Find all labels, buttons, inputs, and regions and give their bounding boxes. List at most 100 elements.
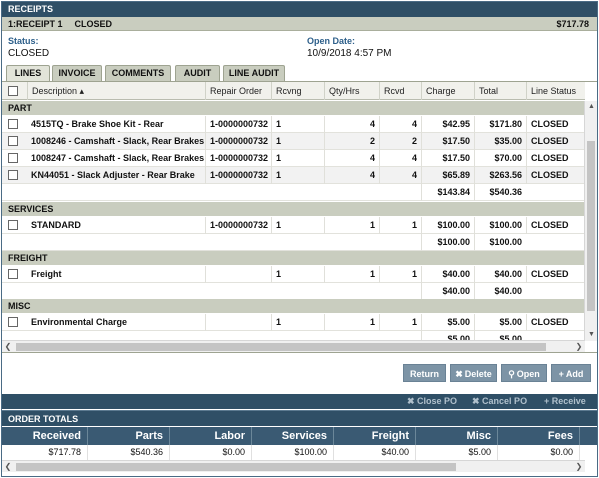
subtotal-total: $540.36 xyxy=(474,184,526,201)
select-all-checkbox[interactable] xyxy=(8,86,18,96)
table-row[interactable]: 1008246 - Camshaft - Slack, Rear Brakes … xyxy=(2,133,585,150)
cell-description: STANDARD xyxy=(31,220,81,230)
cell-line-status: CLOSED xyxy=(526,133,585,150)
scroll-thumb[interactable] xyxy=(587,141,595,311)
group-part: PART xyxy=(2,101,585,115)
cell-description: Freight xyxy=(31,269,62,279)
cell-line-status: CLOSED xyxy=(526,217,585,234)
cell-repair-order: 1-0000000732 xyxy=(205,116,271,133)
cell-total: $35.00 xyxy=(474,133,526,150)
totals-horizontal-scrollbar[interactable]: ❮ ❯ xyxy=(2,460,585,472)
row-checkbox[interactable] xyxy=(8,136,18,146)
table-row[interactable]: 4515TQ - Brake Shoe Kit - Rear 1-0000000… xyxy=(2,116,585,133)
receive-label: Receive xyxy=(551,396,586,406)
receipt-status: CLOSED xyxy=(74,19,113,29)
row-checkbox[interactable] xyxy=(8,153,18,163)
cell-line-status: CLOSED xyxy=(526,167,585,184)
cell-line-status: CLOSED xyxy=(526,150,585,167)
subtotal-charge: $5.00 xyxy=(421,331,474,341)
add-button[interactable]: + Add xyxy=(551,364,591,382)
cell-qty: 1 xyxy=(324,266,379,283)
cell-total: $40.00 xyxy=(474,266,526,283)
table-row[interactable]: 1008247 - Camshaft - Slack, Rear Brakes … xyxy=(2,150,585,167)
scroll-thumb[interactable] xyxy=(16,463,456,471)
plus-icon: + xyxy=(558,369,564,379)
tab-invoice[interactable]: INVOICE xyxy=(52,65,102,81)
delete-button[interactable]: ✖ Delete xyxy=(450,364,497,382)
totals-col-parts: Parts xyxy=(88,427,170,445)
subtotal-total: $100.00 xyxy=(474,234,526,251)
row-checkbox[interactable] xyxy=(8,269,18,279)
receipt-id: 1:RECEIPT 1 xyxy=(8,19,63,29)
table-row[interactable]: KN44051 - Slack Adjuster - Rear Brake 1-… xyxy=(2,167,585,184)
close-po-button[interactable]: ✖ Close PO xyxy=(407,394,457,409)
col-description-label: Description xyxy=(32,86,78,96)
cell-rcvng-shop: 1 xyxy=(271,116,324,133)
col-rcvd[interactable]: Rcvd xyxy=(379,82,421,100)
col-line-status[interactable]: Line Status xyxy=(526,82,585,100)
order-totals-header: Received Parts Labor Services Freight Mi… xyxy=(2,427,597,445)
cell-rcvng-shop: 1 xyxy=(271,217,324,234)
scroll-left-icon[interactable]: ❮ xyxy=(4,462,12,471)
cell-repair-order: 1-0000000732 xyxy=(205,133,271,150)
vertical-scrollbar[interactable]: ▲ ▼ xyxy=(584,101,597,341)
sort-asc-icon: ▴ xyxy=(79,86,85,96)
totals-services: $100.00 xyxy=(252,445,334,460)
row-checkbox[interactable] xyxy=(8,170,18,180)
receive-button[interactable]: + Receive xyxy=(544,394,586,409)
cell-charge: $65.89 xyxy=(421,167,474,184)
cell-total: $263.56 xyxy=(474,167,526,184)
cell-description: 4515TQ - Brake Shoe Kit - Rear xyxy=(31,119,164,129)
cell-charge: $40.00 xyxy=(421,266,474,283)
col-qty-hrs[interactable]: Qty/Hrs xyxy=(324,82,379,100)
cancel-po-button[interactable]: ✖ Cancel PO xyxy=(472,394,527,409)
totals-freight: $40.00 xyxy=(334,445,416,460)
scroll-right-icon[interactable]: ❯ xyxy=(575,342,583,351)
tab-comments[interactable]: COMMENTS xyxy=(105,65,171,81)
cell-qty: 4 xyxy=(324,116,379,133)
return-button[interactable]: Return xyxy=(403,364,446,382)
col-repair-order[interactable]: Repair Order xyxy=(205,82,271,100)
cell-qty: 4 xyxy=(324,167,379,184)
row-checkbox[interactable] xyxy=(8,220,18,230)
scroll-left-icon[interactable]: ❮ xyxy=(4,342,12,351)
totals-col-fees: Fees xyxy=(498,427,580,445)
scroll-thumb[interactable] xyxy=(16,343,546,351)
horizontal-scrollbar[interactable]: ❮ ❯ xyxy=(2,340,585,352)
col-charge[interactable]: Charge xyxy=(421,82,474,100)
receipt-amount: $717.78 xyxy=(556,19,589,29)
lines-grid: Description ▴ Repair Order Rcvng Shop Qt… xyxy=(2,81,597,353)
table-row[interactable]: STANDARD 1-0000000732 1 1 1 $100.00 $100… xyxy=(2,217,585,234)
subtotal-row: $100.00 $100.00 xyxy=(2,234,585,251)
open-button[interactable]: ⚲ Open xyxy=(501,364,547,382)
col-rcvng-shop[interactable]: Rcvng Shop xyxy=(271,82,324,114)
cell-total: $5.00 xyxy=(474,314,526,331)
cell-rcvd: 4 xyxy=(379,116,421,133)
table-row[interactable]: Freight 1 1 1 $40.00 $40.00 CLOSED xyxy=(2,266,585,283)
cell-repair-order xyxy=(205,314,271,331)
tab-bar: LINES INVOICE COMMENTS AUDIT LINE AUDIT xyxy=(2,65,597,81)
row-checkbox[interactable] xyxy=(8,119,18,129)
order-totals-row: $717.78 $540.36 $0.00 $100.00 $40.00 $5.… xyxy=(2,445,597,460)
table-row[interactable]: Environmental Charge 1 1 1 $5.00 $5.00 C… xyxy=(2,314,585,331)
totals-col-received: Received xyxy=(2,427,88,445)
open-date-value: 10/9/2018 4:57 PM xyxy=(307,48,392,59)
col-description[interactable]: Description ▴ xyxy=(27,82,205,100)
subtotal-charge: $40.00 xyxy=(421,283,474,300)
cell-rcvd: 1 xyxy=(379,266,421,283)
tab-audit[interactable]: AUDIT xyxy=(175,65,220,81)
cell-qty: 1 xyxy=(324,217,379,234)
tab-lines[interactable]: LINES xyxy=(6,65,50,81)
scroll-down-icon[interactable]: ▼ xyxy=(588,331,595,338)
scroll-up-icon[interactable]: ▲ xyxy=(588,103,595,110)
group-services: SERVICES xyxy=(2,202,585,216)
cell-rcvd: 4 xyxy=(379,150,421,167)
totals-fees: $0.00 xyxy=(498,445,580,460)
row-checkbox[interactable] xyxy=(8,317,18,327)
col-total[interactable]: Total xyxy=(474,82,526,100)
x-icon: ✖ xyxy=(407,396,418,406)
cell-charge: $42.95 xyxy=(421,116,474,133)
cell-charge: $5.00 xyxy=(421,314,474,331)
scroll-right-icon[interactable]: ❯ xyxy=(575,462,583,471)
tab-line-audit[interactable]: LINE AUDIT xyxy=(223,65,285,81)
